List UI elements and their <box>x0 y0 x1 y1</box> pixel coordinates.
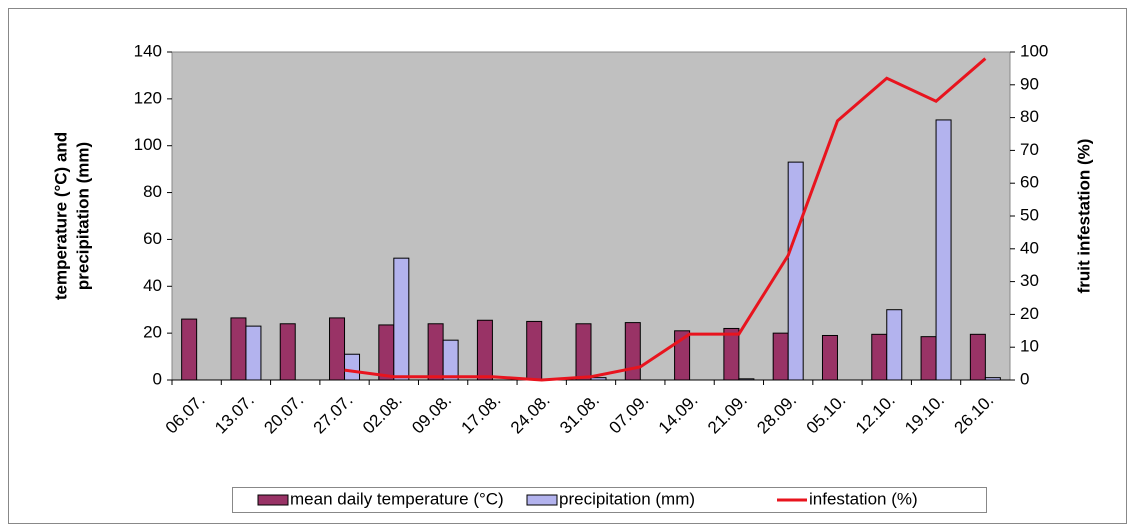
bar <box>920 336 937 381</box>
bar <box>575 323 592 381</box>
y2-label: fruit infestation (%) <box>1074 139 1093 294</box>
bar <box>969 333 986 381</box>
bar <box>245 325 262 381</box>
bar <box>427 323 444 381</box>
y2-tick-label: 10 <box>1020 337 1039 356</box>
y-tick-label: 0 <box>153 369 162 388</box>
bar <box>738 378 755 381</box>
legend-swatch <box>257 494 289 506</box>
bar <box>279 323 296 381</box>
legend-label: precipitation (mm) <box>559 489 695 508</box>
line <box>344 57 987 382</box>
bar <box>329 317 346 381</box>
y2-tick-label: 100 <box>1020 41 1048 60</box>
y-tick-label: 120 <box>134 88 162 107</box>
bar <box>230 317 247 381</box>
bar <box>476 319 493 381</box>
bar <box>393 257 410 381</box>
bar <box>442 339 459 381</box>
y2-tick-label: 70 <box>1020 140 1039 159</box>
y2-tick-label: 80 <box>1020 107 1039 126</box>
bar <box>181 318 198 381</box>
bar <box>344 353 361 381</box>
bar <box>871 333 888 381</box>
legend-swatch <box>526 494 558 506</box>
bar <box>526 320 543 381</box>
legend-label: infestation (%) <box>809 489 918 508</box>
bar <box>624 322 641 381</box>
y-tick-label: 60 <box>143 229 162 248</box>
bar <box>590 377 607 381</box>
legend <box>232 487 987 513</box>
y-tick-label: 20 <box>143 323 162 342</box>
legend-label: mean daily temperature (°C) <box>290 489 504 508</box>
bar <box>787 161 804 381</box>
bar <box>378 324 395 381</box>
bar <box>821 334 838 381</box>
bar <box>984 377 1001 381</box>
y2-tick-label: 90 <box>1020 74 1039 93</box>
bar <box>935 119 952 381</box>
y2-tick-label: 40 <box>1020 238 1039 257</box>
bar <box>886 309 903 381</box>
y-tick-label: 40 <box>143 276 162 295</box>
y2-tick-label: 30 <box>1020 271 1039 290</box>
bar <box>723 327 740 381</box>
bar <box>772 332 789 381</box>
y-label: temperature (°C) and <box>51 132 70 300</box>
y2-tick-label: 20 <box>1020 304 1039 323</box>
y-tick-label: 80 <box>143 182 162 201</box>
y2-tick-label: 0 <box>1020 369 1029 388</box>
y2-tick-label: 50 <box>1020 205 1039 224</box>
y2-tick-label: 60 <box>1020 173 1039 192</box>
y-tick-label: 140 <box>134 41 162 60</box>
y-label: precipitation (mm) <box>73 142 92 290</box>
y-tick-label: 100 <box>134 135 162 154</box>
